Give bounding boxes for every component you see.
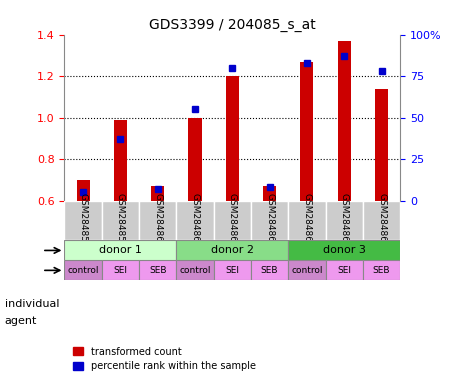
Bar	[225, 76, 238, 200]
Bar	[374, 89, 387, 200]
Text: individual: individual	[5, 299, 59, 309]
Text: GSM284860: GSM284860	[153, 193, 162, 248]
Text: donor 2: donor 2	[210, 245, 253, 255]
Bar	[176, 200, 213, 240]
Bar	[251, 200, 288, 240]
Bar	[101, 260, 139, 280]
Text: control: control	[291, 266, 322, 275]
Bar	[139, 200, 176, 240]
Bar	[151, 186, 164, 200]
Bar	[213, 200, 251, 240]
Bar	[325, 200, 362, 240]
Bar	[113, 120, 127, 200]
Bar	[64, 260, 101, 280]
Text: donor 3: donor 3	[322, 245, 365, 255]
Bar	[64, 240, 176, 260]
Bar	[362, 260, 399, 280]
Bar	[188, 118, 201, 200]
Text: GSM284865: GSM284865	[339, 193, 348, 248]
Bar	[288, 260, 325, 280]
Title: GDS3399 / 204085_s_at: GDS3399 / 204085_s_at	[149, 18, 315, 32]
Text: SEB: SEB	[260, 266, 278, 275]
Text: GSM284866: GSM284866	[376, 193, 385, 248]
Bar	[101, 200, 139, 240]
Bar	[288, 200, 325, 240]
Bar	[325, 260, 362, 280]
Text: control: control	[179, 266, 210, 275]
Text: agent: agent	[5, 316, 37, 326]
Text: SEI: SEI	[336, 266, 351, 275]
Bar	[176, 260, 213, 280]
Bar	[263, 186, 275, 200]
Text: SEB: SEB	[372, 266, 389, 275]
Text: GSM284864: GSM284864	[302, 193, 311, 248]
Bar	[251, 260, 288, 280]
Text: GSM284863: GSM284863	[264, 193, 274, 248]
Bar	[76, 180, 90, 200]
Text: control: control	[67, 266, 99, 275]
Text: SEB: SEB	[149, 266, 166, 275]
Text: SEI: SEI	[225, 266, 239, 275]
Text: GSM284861: GSM284861	[190, 193, 199, 248]
Bar	[300, 61, 313, 200]
Bar	[213, 260, 251, 280]
Bar	[337, 41, 350, 200]
Text: GSM284858: GSM284858	[78, 193, 87, 248]
Text: SEI: SEI	[113, 266, 127, 275]
Bar	[362, 200, 399, 240]
Bar	[139, 260, 176, 280]
Text: GSM284859: GSM284859	[116, 193, 124, 248]
Bar	[176, 240, 288, 260]
Legend: transformed count, percentile rank within the sample: transformed count, percentile rank withi…	[69, 343, 259, 375]
Text: GSM284862: GSM284862	[227, 193, 236, 248]
Bar	[64, 200, 101, 240]
Text: donor 1: donor 1	[99, 245, 141, 255]
Bar	[288, 240, 399, 260]
